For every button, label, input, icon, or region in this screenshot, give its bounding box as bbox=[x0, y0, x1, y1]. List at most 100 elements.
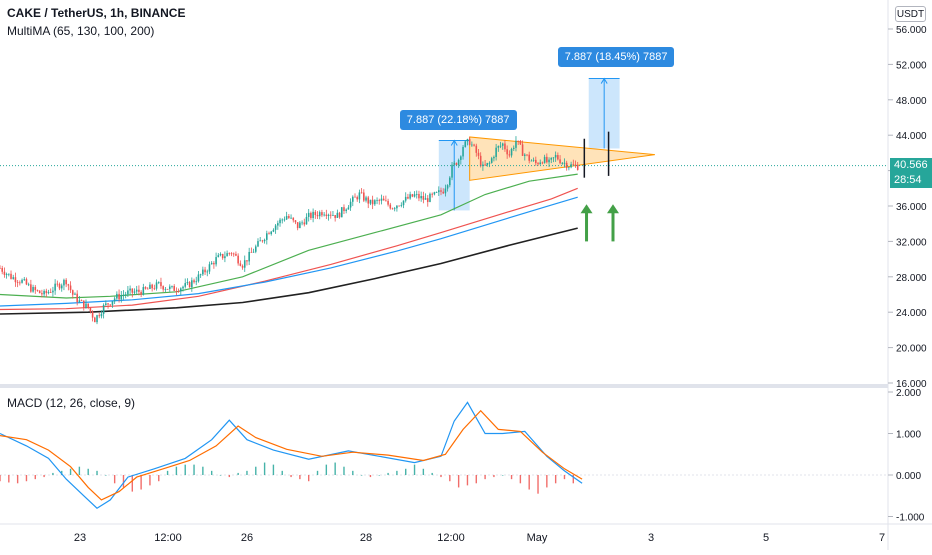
macd-histogram-bar bbox=[166, 470, 169, 475]
multima-legend[interactable]: MultiMA (65, 130, 100, 200) bbox=[7, 24, 155, 38]
candle bbox=[221, 253, 224, 259]
candle bbox=[131, 288, 134, 293]
candle bbox=[385, 200, 387, 202]
candle bbox=[224, 256, 226, 259]
candle bbox=[232, 253, 235, 255]
candle bbox=[424, 198, 427, 200]
symbol-title[interactable]: CAKE / TetherUS, 1h, BINANCE bbox=[7, 6, 186, 20]
candle bbox=[411, 194, 414, 197]
candle bbox=[19, 282, 21, 284]
candle bbox=[177, 291, 180, 292]
macd-histogram-bar bbox=[96, 470, 98, 475]
candle bbox=[451, 164, 453, 178]
candle bbox=[572, 164, 575, 166]
candle bbox=[336, 212, 339, 218]
candle bbox=[307, 212, 310, 217]
candle bbox=[127, 290, 129, 295]
candle bbox=[466, 139, 469, 142]
candle bbox=[358, 192, 361, 200]
candle bbox=[343, 207, 345, 212]
candle bbox=[1, 268, 4, 272]
candle bbox=[191, 280, 193, 288]
candle bbox=[105, 303, 107, 305]
candle bbox=[532, 159, 535, 161]
macd-histogram-bar bbox=[378, 475, 380, 476]
candle bbox=[407, 196, 409, 199]
macd-histogram-bar bbox=[61, 470, 63, 475]
candle bbox=[415, 193, 418, 195]
macd-histogram-bar bbox=[457, 475, 460, 488]
candle bbox=[497, 146, 500, 148]
candle bbox=[338, 212, 341, 218]
candle bbox=[135, 289, 138, 292]
candle bbox=[266, 233, 268, 240]
candle bbox=[554, 155, 557, 158]
candle bbox=[548, 159, 550, 163]
candle bbox=[559, 159, 561, 164]
measure-callout-1[interactable]: 7.887 (22.18%) 7887 bbox=[399, 109, 517, 130]
macd-histogram-bar bbox=[246, 470, 248, 475]
measure-callout-2[interactable]: 7.887 (18.45%) 7887 bbox=[557, 46, 675, 67]
candle bbox=[387, 200, 389, 205]
candle bbox=[437, 190, 440, 193]
candle bbox=[60, 285, 63, 289]
macd-histogram-bar bbox=[396, 470, 398, 475]
candle bbox=[155, 282, 158, 289]
candle bbox=[468, 139, 471, 145]
candle bbox=[208, 264, 211, 272]
macd-y-tick-label: -1.000 bbox=[896, 513, 925, 524]
candle bbox=[133, 291, 136, 293]
macd-histogram-bar bbox=[422, 468, 425, 475]
candle bbox=[82, 300, 85, 309]
ma200-line bbox=[0, 227, 578, 315]
candle bbox=[36, 290, 39, 291]
ma100-line bbox=[0, 196, 578, 307]
y-tick-label: 56.000 bbox=[896, 25, 927, 36]
macd-histogram-bar bbox=[149, 475, 151, 486]
macd-histogram-bar bbox=[140, 475, 142, 490]
candle bbox=[235, 253, 237, 256]
candle bbox=[288, 216, 290, 218]
macd-histogram-bar bbox=[263, 462, 266, 475]
candle bbox=[27, 284, 30, 286]
candle bbox=[352, 196, 354, 202]
candle bbox=[360, 192, 363, 194]
candle bbox=[102, 304, 105, 314]
candle bbox=[41, 293, 43, 295]
candle bbox=[334, 215, 336, 218]
candle bbox=[323, 214, 325, 216]
candle bbox=[422, 196, 425, 200]
currency-button[interactable]: USDT bbox=[895, 6, 926, 22]
x-tick-label: 12:00 bbox=[154, 532, 182, 544]
macd-histogram-bar bbox=[502, 475, 504, 476]
candle bbox=[146, 288, 149, 290]
symmetrical-triangle bbox=[469, 136, 655, 181]
candle bbox=[277, 223, 279, 226]
candle bbox=[138, 289, 140, 292]
candle bbox=[65, 279, 67, 285]
candle bbox=[204, 269, 206, 273]
macd-histogram-bar bbox=[0, 475, 1, 482]
macd-histogram-bar bbox=[219, 475, 222, 476]
candle bbox=[519, 140, 522, 145]
macd-y-tick-label: 0.000 bbox=[896, 471, 921, 482]
candle bbox=[294, 220, 297, 223]
candle bbox=[365, 197, 367, 201]
candle bbox=[318, 212, 321, 217]
macd-histogram-bar bbox=[69, 468, 72, 475]
candle bbox=[290, 217, 292, 219]
macd-histogram-bar bbox=[202, 466, 204, 475]
candle bbox=[91, 311, 94, 318]
candle bbox=[38, 290, 41, 294]
candle bbox=[363, 192, 365, 201]
candle bbox=[63, 279, 65, 286]
candle bbox=[449, 177, 451, 186]
candle bbox=[52, 290, 54, 293]
candle bbox=[340, 207, 343, 218]
macd-legend[interactable]: MACD (12, 26, close, 9) bbox=[7, 396, 136, 410]
candle bbox=[568, 167, 570, 169]
x-tick-label: 3 bbox=[648, 532, 654, 544]
candle bbox=[30, 284, 32, 292]
